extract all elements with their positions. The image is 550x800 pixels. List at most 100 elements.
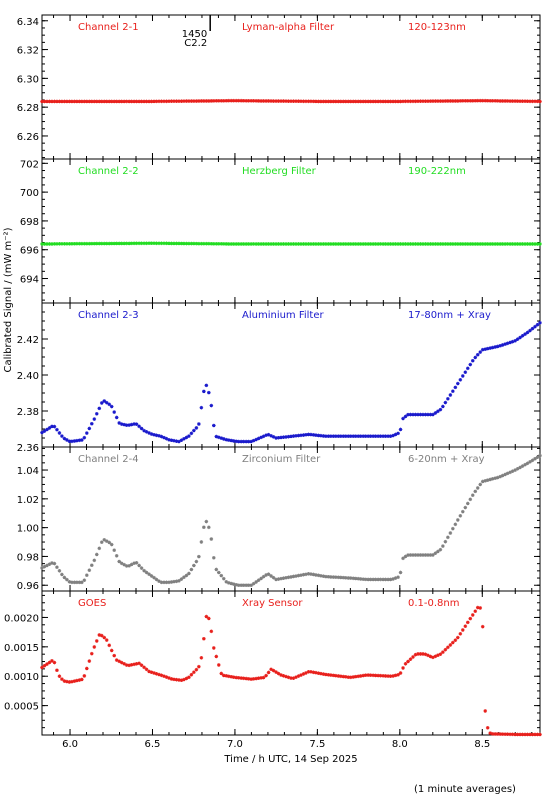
data-point: [251, 99, 256, 103]
data-point: [122, 99, 126, 104]
data-point: [311, 670, 316, 675]
data-point: [139, 566, 144, 570]
data-point: [169, 438, 174, 443]
data-point: [488, 346, 492, 350]
data-point: [107, 643, 112, 648]
data-point: [324, 242, 328, 246]
data-point: [167, 438, 171, 442]
data-point: [538, 453, 542, 458]
data-point: [406, 412, 410, 417]
data-point: [219, 671, 224, 676]
data-point: [137, 241, 141, 246]
data-point: [94, 552, 99, 557]
data-point: [107, 241, 112, 246]
data-point: [433, 551, 438, 555]
data-point: [301, 433, 306, 437]
data-point: [271, 575, 276, 580]
data-point: [418, 412, 423, 417]
data-point: [281, 576, 286, 580]
data-point: [264, 99, 268, 103]
data-point: [441, 242, 445, 246]
data-point: [104, 241, 109, 246]
data-point: [490, 99, 495, 103]
data-point: [426, 242, 430, 246]
data-point: [518, 465, 522, 470]
data-point: [236, 98, 241, 103]
data-point: [495, 344, 500, 349]
data-point: [244, 98, 248, 103]
data-point: [353, 674, 358, 679]
data-point: [515, 732, 520, 737]
data-point: [132, 422, 136, 426]
data-point: [311, 572, 316, 577]
data-point: [55, 668, 59, 673]
data-point: [264, 242, 268, 246]
data-point: [85, 99, 89, 104]
data-point: [503, 242, 507, 246]
data-point: [311, 99, 316, 104]
flare-class-label: C2.2: [184, 38, 207, 49]
data-point: [478, 482, 483, 487]
data-point: [498, 99, 502, 103]
data-point: [448, 643, 453, 647]
data-point: [284, 575, 288, 580]
data-point: [475, 605, 480, 610]
data-point: [525, 242, 530, 246]
data-point: [289, 676, 293, 680]
data-point: [456, 242, 460, 246]
data-point: [157, 434, 161, 438]
data-point: [264, 573, 268, 577]
data-point: [413, 99, 418, 104]
data-point: [463, 505, 468, 510]
data-point: [371, 99, 375, 104]
data-point: [336, 575, 341, 580]
data-point: [485, 242, 490, 246]
data-point: [77, 99, 82, 104]
data-point: [319, 433, 323, 438]
data-point: [291, 574, 296, 579]
data-point: [304, 432, 308, 437]
data-point: [314, 573, 318, 577]
panel-channel-label: GOES: [78, 598, 106, 609]
data-point: [451, 640, 455, 645]
data-point: [378, 577, 383, 582]
data-point: [376, 99, 380, 104]
data-point: [132, 662, 136, 667]
data-point: [109, 542, 114, 547]
data-point: [246, 242, 251, 246]
data-point: [406, 659, 410, 664]
data-point: [117, 421, 121, 425]
data-point: [269, 99, 273, 103]
data-point: [127, 663, 131, 668]
data-point: [304, 671, 308, 675]
data-point: [383, 577, 388, 582]
data-point: [373, 242, 378, 246]
data-point: [184, 435, 189, 440]
data-point: [194, 426, 199, 430]
data-point: [413, 242, 418, 246]
data-point: [167, 241, 171, 246]
data-point: [386, 242, 390, 246]
data-point: [271, 99, 276, 103]
data-point: [488, 242, 492, 246]
data-point: [164, 675, 169, 679]
data-point: [418, 652, 423, 656]
data-point: [202, 241, 206, 246]
data-point: [473, 609, 478, 614]
data-point: [478, 350, 483, 354]
data-point: [331, 99, 336, 104]
data-point: [281, 435, 286, 439]
data-point: [421, 652, 425, 656]
data-point: [398, 671, 403, 675]
data-point: [391, 577, 395, 581]
data-point: [109, 648, 114, 653]
data-point: [301, 672, 306, 676]
data-point: [503, 732, 507, 736]
data-point: [368, 242, 373, 246]
data-point: [346, 576, 351, 580]
data-point: [530, 99, 535, 104]
data-point: [77, 241, 82, 246]
data-point: [498, 343, 502, 348]
